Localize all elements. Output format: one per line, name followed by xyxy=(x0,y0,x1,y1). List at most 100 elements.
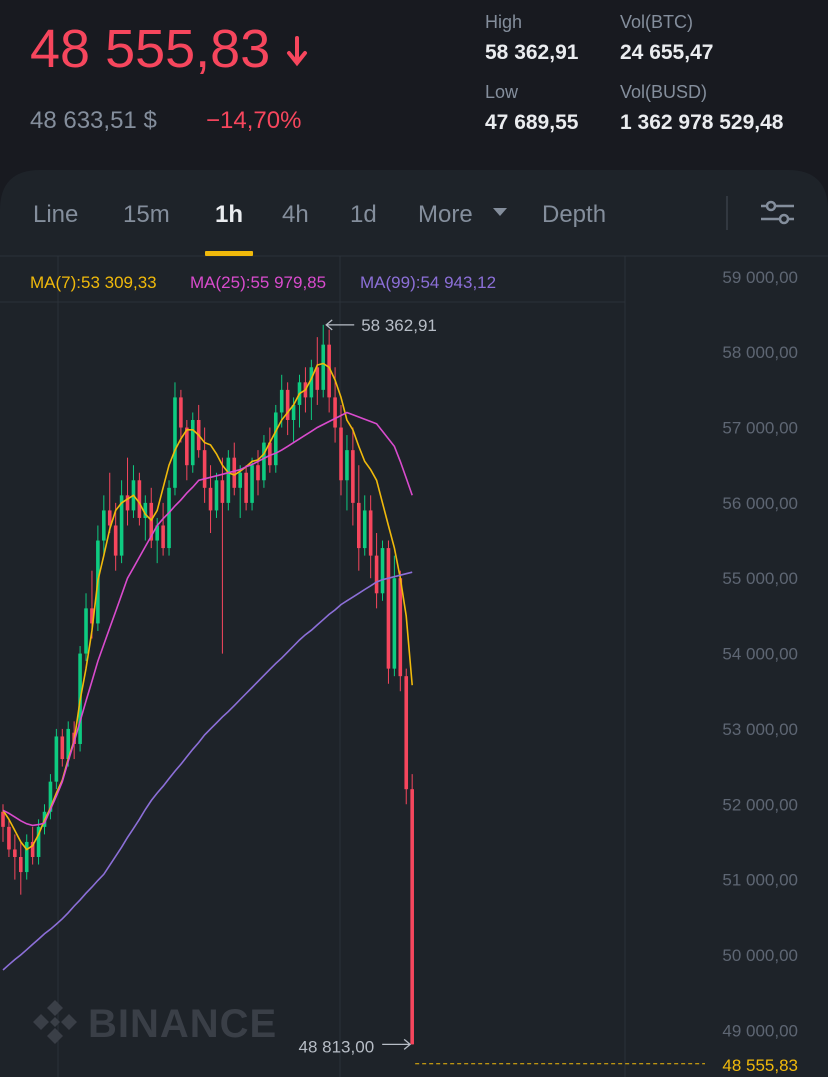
candle-body xyxy=(208,487,213,511)
watermark-logo xyxy=(33,1000,77,1044)
candle-body xyxy=(18,856,23,873)
candle-body xyxy=(30,841,35,857)
candle-body xyxy=(315,367,320,390)
candle-body xyxy=(90,608,94,624)
candle-body xyxy=(13,849,17,857)
legend-entry: MA(99):54 943,12 xyxy=(360,273,496,292)
candle-body xyxy=(238,472,242,488)
tab-underline xyxy=(205,251,254,256)
chart-panel xyxy=(0,170,828,1077)
candle-body xyxy=(262,442,266,481)
tab[interactable]: 1d xyxy=(350,201,377,228)
candle-body xyxy=(119,495,124,556)
y-tick-label: 58 000,00 xyxy=(722,343,798,362)
low-marker-arrow xyxy=(382,1038,412,1050)
y-tick-label: 59 000,00 xyxy=(722,268,798,287)
y-tick-label: 55 000,00 xyxy=(722,569,798,588)
candle-body xyxy=(220,480,225,503)
y-tick-label: 57 000,00 xyxy=(722,419,798,438)
candle-body xyxy=(351,450,355,503)
candle-body xyxy=(7,826,11,850)
y-tick-label: 53 000,00 xyxy=(722,720,798,739)
y-tick-label: 51 000,00 xyxy=(722,871,798,890)
settings-icon[interactable] xyxy=(761,200,794,225)
candle-body xyxy=(398,578,403,677)
candle-body xyxy=(173,397,177,488)
stat-label: Low xyxy=(485,82,519,102)
tab[interactable]: Depth xyxy=(542,201,606,228)
candle-body xyxy=(161,525,165,549)
stat-label: Vol(BUSD) xyxy=(620,82,707,102)
stat-value: 47 689,55 xyxy=(485,111,579,134)
candle-body xyxy=(84,608,88,654)
ma-line xyxy=(2,571,413,971)
tab[interactable]: 15m xyxy=(123,201,170,228)
candle-body xyxy=(268,442,272,466)
y-tick-label: 50 000,00 xyxy=(722,946,798,965)
candle-body xyxy=(333,397,337,428)
candle-body xyxy=(190,420,195,466)
last-price-label: 48 555,83 xyxy=(722,1056,798,1075)
candle-body xyxy=(339,427,343,481)
candle-body xyxy=(309,367,314,398)
candle-body xyxy=(404,676,409,790)
stat-label: Vol(BTC) xyxy=(620,12,693,32)
y-tick-label: 49 000,00 xyxy=(722,1021,798,1040)
stat-value: 24 655,47 xyxy=(620,41,713,64)
candle-body xyxy=(327,344,331,398)
stat-value: 1 362 978 529,48 xyxy=(620,111,784,134)
plot-area xyxy=(1,324,414,1045)
last-price: 48 555,83 xyxy=(30,19,270,79)
candle-body xyxy=(143,502,148,518)
candle-body xyxy=(410,789,414,1045)
candle-body xyxy=(202,450,207,488)
candle-body xyxy=(179,397,183,428)
tab[interactable]: Line xyxy=(33,201,78,228)
legend-entry: MA(7):53 309,33 xyxy=(30,273,157,292)
price-change: −14,70% xyxy=(206,107,301,134)
y-tick-label: 52 000,00 xyxy=(722,795,798,814)
legend-entry: MA(25):55 979,85 xyxy=(190,273,326,292)
candle-body xyxy=(48,781,53,812)
candle-body xyxy=(392,578,397,669)
candle-body xyxy=(102,510,106,541)
candle-body xyxy=(321,344,326,390)
tab[interactable]: 4h xyxy=(282,201,309,228)
candle-body xyxy=(155,525,159,541)
down-arrow-icon xyxy=(287,36,307,67)
candle-body xyxy=(54,736,59,782)
candle-body xyxy=(256,465,260,481)
stat-value: 58 362,91 xyxy=(485,41,579,64)
tab[interactable]: More xyxy=(418,201,473,228)
candle-body xyxy=(386,548,391,669)
high-marker-arrow xyxy=(325,319,355,331)
candle-body xyxy=(244,472,248,503)
candle-body xyxy=(214,480,219,511)
candle-body xyxy=(60,736,65,760)
high-marker-label: 58 362,91 xyxy=(361,316,437,335)
candle-body xyxy=(362,510,367,549)
candle-body xyxy=(232,457,237,488)
candle-body xyxy=(374,555,379,594)
candle-body xyxy=(226,457,231,503)
dropdown-caret xyxy=(493,208,507,216)
candle-body xyxy=(357,502,361,549)
candle-body xyxy=(250,465,254,503)
y-tick-label: 54 000,00 xyxy=(722,645,798,664)
mark-price: 48 633,51 $ xyxy=(30,107,157,134)
candle-body xyxy=(291,404,296,421)
low-marker-label: 48 813,00 xyxy=(299,1037,375,1056)
candle-body xyxy=(125,495,130,511)
candle-body xyxy=(285,389,290,421)
candle-body xyxy=(66,728,71,760)
ma-line xyxy=(2,411,413,827)
candle-body xyxy=(107,510,112,526)
y-tick-label: 56 000,00 xyxy=(722,494,798,513)
candle-body xyxy=(273,412,278,466)
candle-body xyxy=(137,480,142,518)
candle-body xyxy=(1,811,5,827)
tab[interactable]: 1h xyxy=(215,201,243,228)
candle-body xyxy=(345,450,349,481)
